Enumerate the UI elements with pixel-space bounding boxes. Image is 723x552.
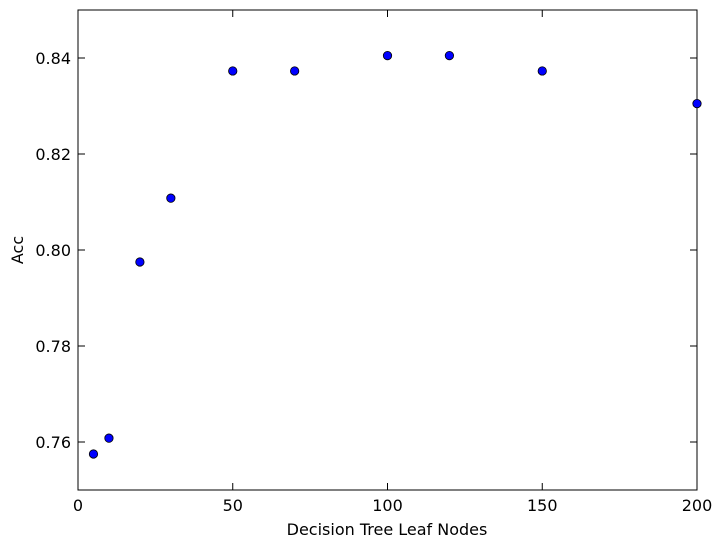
data-point — [88, 449, 99, 459]
x-tick-label: 150 — [527, 496, 558, 515]
data-point — [166, 193, 176, 203]
data-point — [228, 66, 238, 76]
data-point — [537, 66, 547, 76]
x-axis-label: Decision Tree Leaf Nodes — [287, 520, 488, 539]
y-tick-label: 0.76 — [35, 433, 71, 452]
y-tick-label: 0.78 — [35, 337, 71, 356]
data-point — [104, 433, 114, 443]
plot-area — [77, 9, 698, 491]
data-points — [88, 50, 702, 459]
y-tick-label: 0.82 — [35, 145, 71, 164]
x-tick-label: 200 — [682, 496, 713, 515]
x-axis: 0 50 100 150 200 — [73, 10, 712, 515]
y-axis: 0.76 0.78 0.80 0.82 0.84 — [35, 49, 697, 452]
x-tick-label: 50 — [223, 496, 243, 515]
x-tick-label: 100 — [372, 496, 403, 515]
y-axis-label: Acc — [8, 236, 27, 264]
x-tick-label: 0 — [73, 496, 83, 515]
y-tick-label: 0.80 — [35, 241, 71, 260]
data-point — [135, 257, 145, 267]
data-point — [692, 99, 702, 109]
y-tick-label: 0.84 — [35, 49, 71, 68]
data-point — [444, 50, 454, 61]
data-point — [382, 50, 393, 61]
data-point — [290, 66, 300, 76]
